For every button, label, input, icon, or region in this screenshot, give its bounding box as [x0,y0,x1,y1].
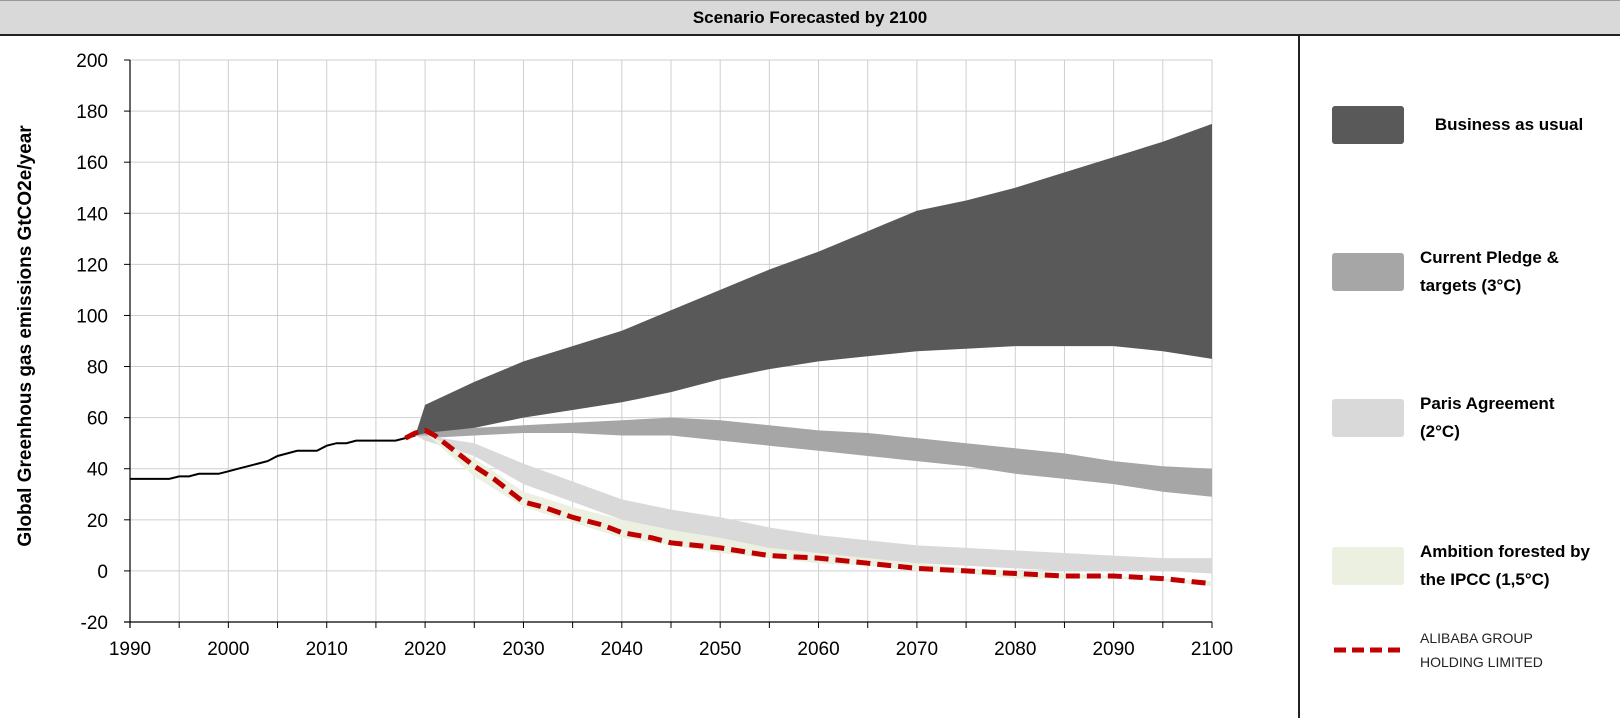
legend: Business as usual Current Pledge & targe… [1302,36,1620,718]
chart-area: -20 0 20 40 60 80 100 120 140 160 180 200 1990 2000 20… [0,36,1300,718]
y-tick-label: 160 [76,153,108,174]
y-tick-label: 80 [87,358,108,379]
legend-label-paris-agreement: Paris Agreement (2°C) [1420,394,1555,441]
legend-item-business-as-usual: Business as usual [1332,106,1614,144]
band-business-as-usual [415,123,1212,436]
legend-label-current-pledge: Current Pledge & targets (3°C) [1420,248,1559,295]
x-tick-label: 1990 [109,639,151,660]
legend-item-alibaba: ALIBABA GROUP HOLDING LIMITED [1332,626,1620,674]
band-current-pledge [415,417,1212,497]
y-tick-label: 0 [97,562,108,583]
y-tick-label: 100 [76,306,108,327]
legend-label-business-as-usual: Business as usual [1434,115,1584,134]
x-tick-label: 2040 [601,639,643,660]
x-tick-label: 2090 [1092,639,1134,660]
legend-swatch-business-as-usual [1332,106,1404,144]
chart-title-bar: Scenario Forecasted by 2100 [0,0,1620,36]
historical-emissions-line [130,434,416,480]
x-tick-label: 2030 [502,639,544,660]
legend-item-current-pledge: Current Pledge & targets (3°C) [1332,244,1620,300]
legend-item-paris-agreement: Paris Agreement (2°C) [1332,390,1620,446]
alibaba-series-line [404,427,1213,587]
y-tick-label: 60 [87,409,108,430]
legend-label-ipcc-ambition: Ambition forested by the IPCC (1,5°C) [1420,542,1591,589]
legend-swatch-current-pledge [1332,253,1404,291]
y-axis-label: Global Greenhous gas emissions GtCO2e/ye… [15,125,36,547]
chart-title: Scenario Forecasted by 2100 [692,7,928,27]
legend-swatch-alibaba [1334,647,1402,653]
legend-label-alibaba: ALIBABA GROUP HOLDING LIMITED [1420,630,1543,670]
x-tick-label: 2100 [1191,639,1233,660]
x-tick-label: 2000 [207,639,249,660]
x-tick-label: 2070 [896,639,938,660]
x-tick-label: 2080 [994,639,1036,660]
y-tick-label: 120 [76,255,108,276]
y-tick-label: -20 [81,613,108,634]
y-tick-label: 200 [76,51,108,72]
x-tick-label: 2050 [699,639,741,660]
legend-swatch-ipcc-ambition [1332,547,1404,585]
y-tick-label: 140 [76,204,108,225]
x-tick-label: 2010 [306,639,348,660]
band-paris-agreement [415,435,1212,574]
series-lines [130,427,1213,587]
y-tick-label: 20 [87,511,108,532]
legend-swatch-paris-agreement [1332,399,1404,437]
legend-item-ipcc-ambition: Ambition forested by the IPCC (1,5°C) [1332,538,1620,594]
x-tick-label: 2020 [404,639,446,660]
band-ipcc-ambition [415,433,1212,587]
x-tick-label: 2060 [797,639,839,660]
scenario-bands [415,123,1212,587]
y-tick-label: 40 [87,460,108,481]
y-tick-label: 180 [76,102,108,123]
